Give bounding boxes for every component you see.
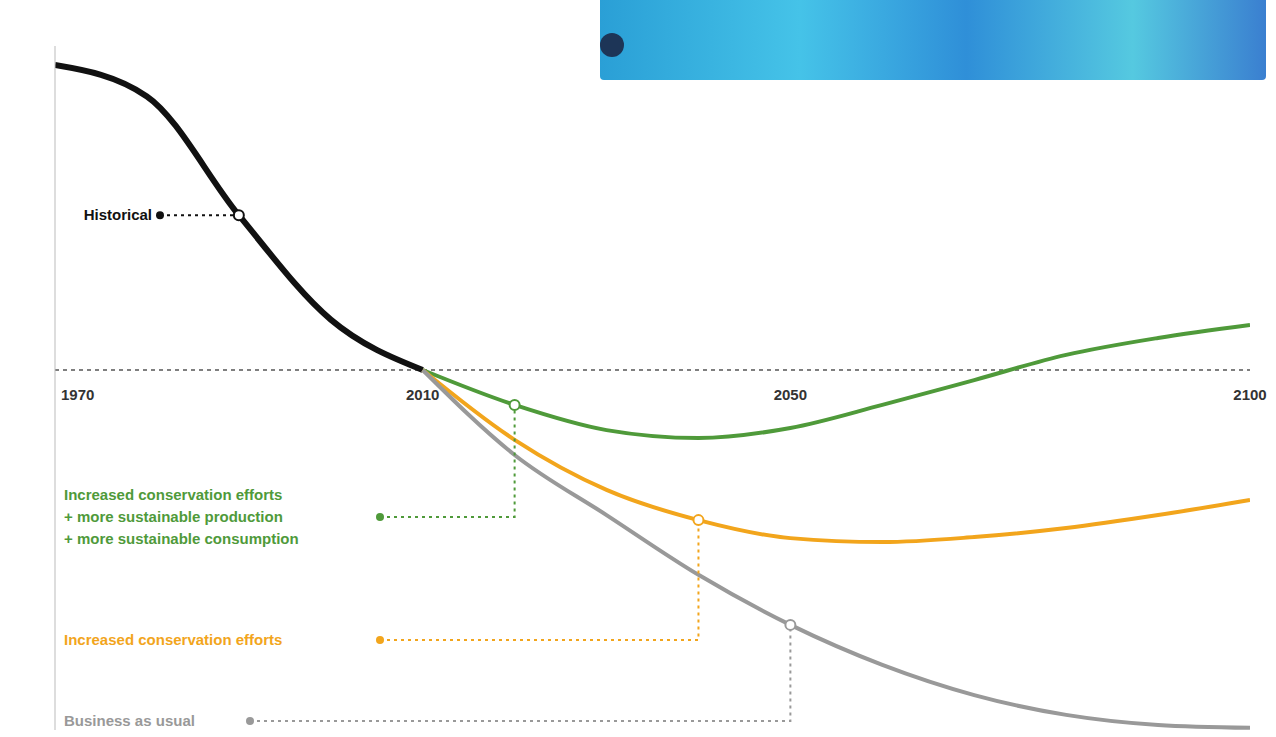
svg-text:Business as usual: Business as usual xyxy=(64,712,195,729)
svg-text:2010: 2010 xyxy=(406,386,439,403)
svg-text:Increased conservation efforts: Increased conservation efforts xyxy=(64,631,282,648)
svg-text:2100: 2100 xyxy=(1233,386,1266,403)
svg-text:Historical: Historical xyxy=(84,206,152,223)
svg-text:1970: 1970 xyxy=(61,386,94,403)
svg-text:Increased conservation efforts: Increased conservation efforts+ more sus… xyxy=(64,486,299,547)
svg-text:2050: 2050 xyxy=(774,386,807,403)
